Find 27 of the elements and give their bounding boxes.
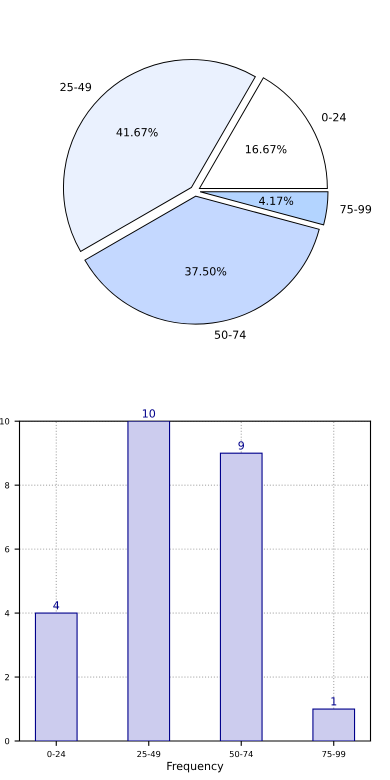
x-tick-label: 75-99 (322, 750, 346, 758)
y-tick-label: 6 (5, 546, 10, 552)
data-label: 37.50% (185, 267, 226, 276)
slice-label: 0-24 (322, 113, 346, 122)
x-axis-title: Frequency (167, 762, 224, 772)
y-tick-label: 2 (5, 674, 9, 680)
y-tick-label: 10 (0, 418, 10, 424)
data-label: 10 (142, 409, 156, 418)
slice-label: 75-99 (340, 204, 372, 214)
bar (220, 452, 263, 741)
data-label: 4.17% (259, 196, 294, 206)
y-tick-label: 0 (5, 738, 10, 744)
bar (312, 708, 356, 741)
bar (34, 612, 78, 741)
data-label: 4 (53, 601, 60, 610)
y-tick-label: 4 (4, 610, 10, 616)
bar (127, 421, 170, 741)
x-tick-label: 50-74 (230, 750, 253, 758)
y-tick-label: 8 (5, 482, 10, 488)
data-label: 41.67% (116, 128, 158, 136)
data-label: 1 (331, 697, 336, 706)
slice-label: 50-74 (214, 330, 246, 339)
data-label: 16.67% (246, 144, 286, 154)
x-tick-label: 0-24 (47, 750, 66, 758)
slice-label: 25-49 (60, 82, 92, 92)
x-tick-label: 25-49 (137, 750, 160, 758)
data-label: 9 (238, 441, 244, 450)
